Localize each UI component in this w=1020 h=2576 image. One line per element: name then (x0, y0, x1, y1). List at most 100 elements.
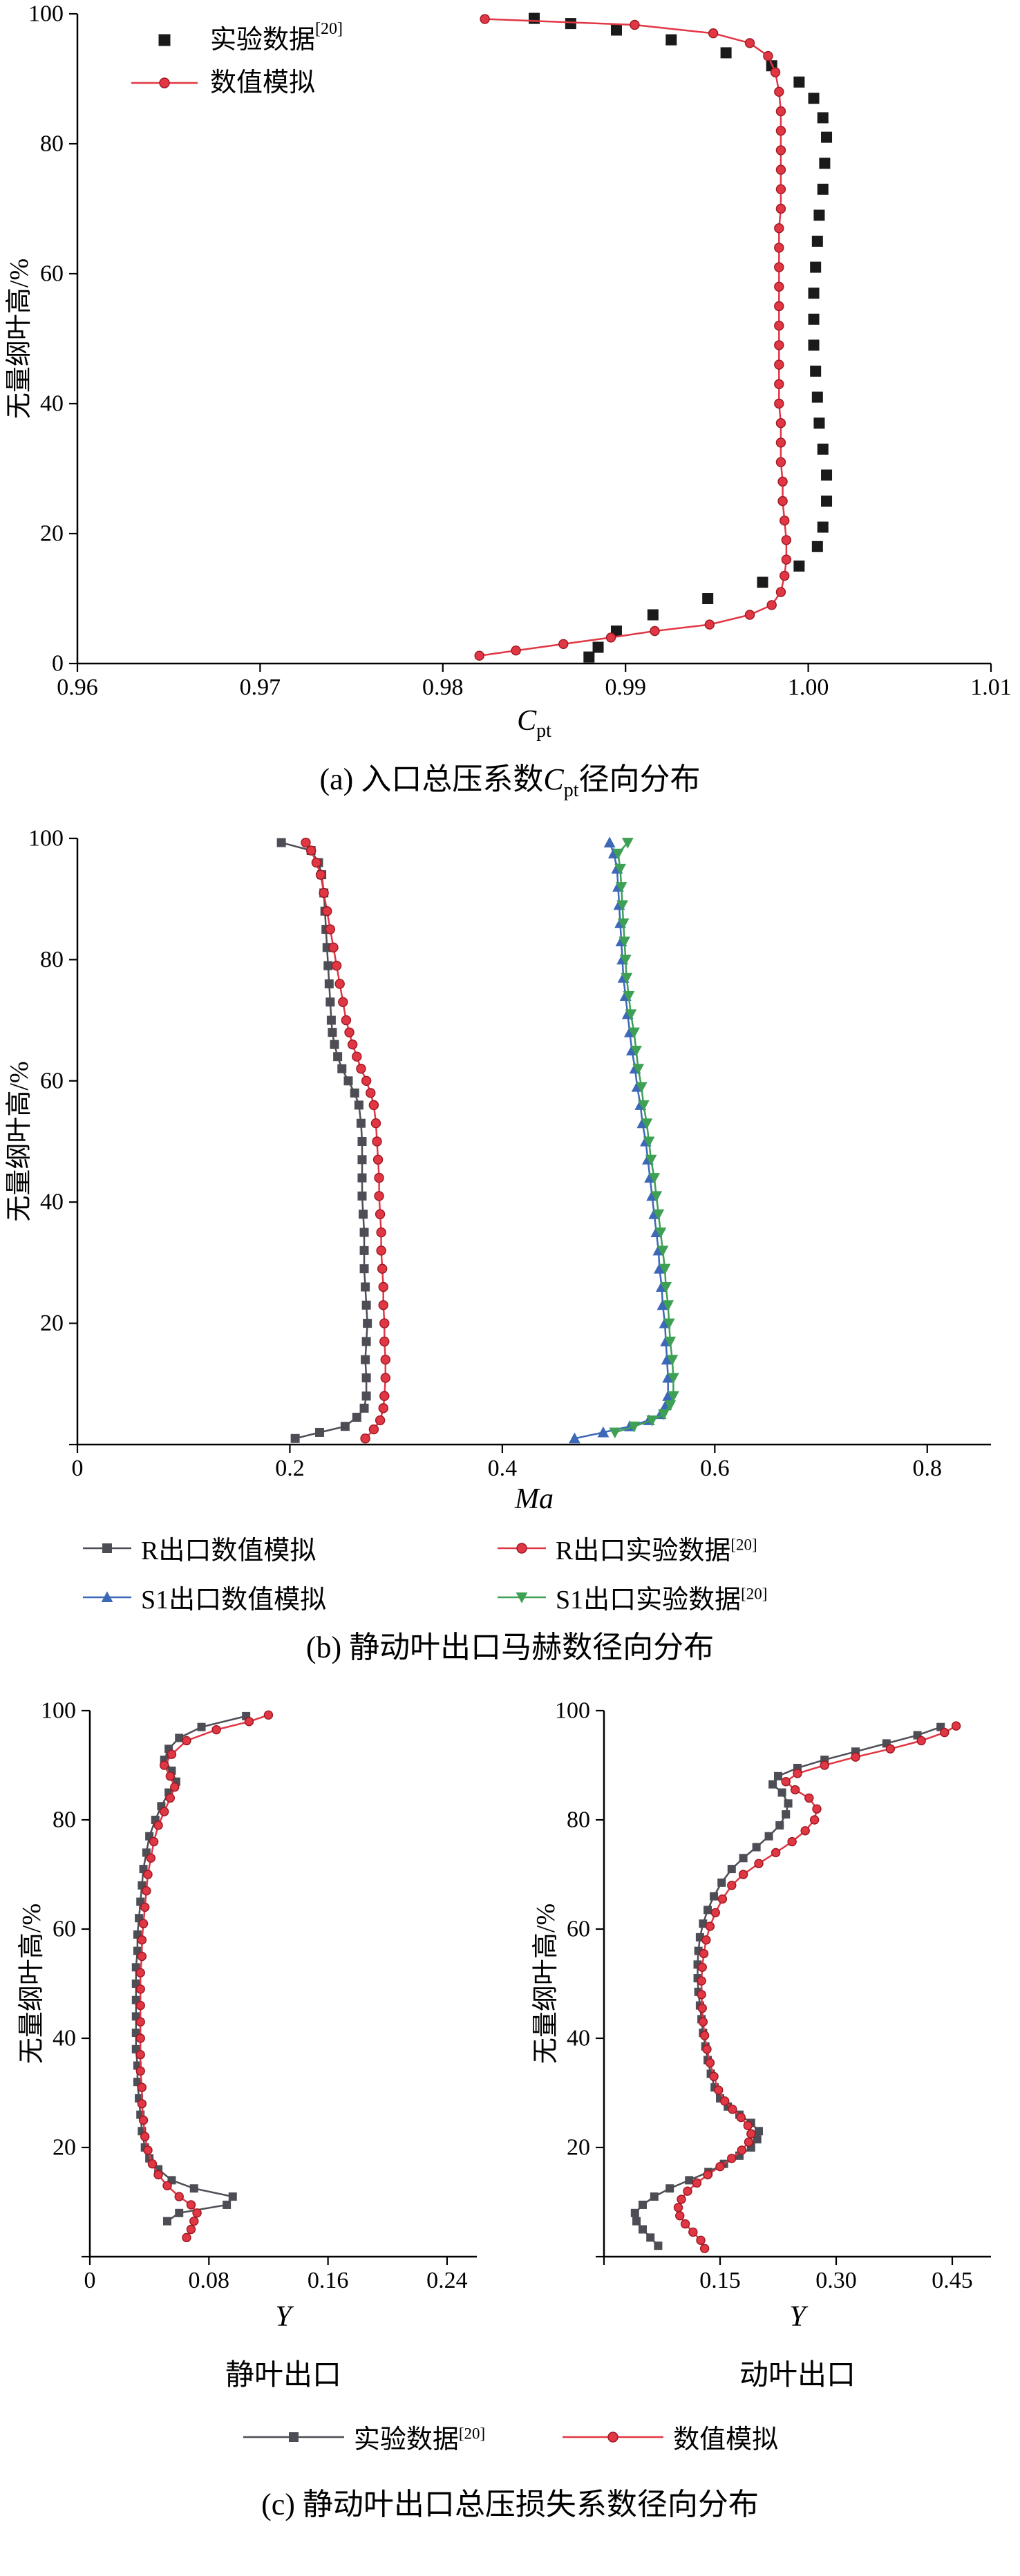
series-c_left-1 (135, 1710, 274, 2243)
y-tick-label: 60 (40, 261, 64, 287)
data-point-circle (182, 1736, 191, 1746)
series-b-1 (301, 837, 390, 1444)
data-point-triangle-down (663, 1318, 675, 1330)
data-point-square (717, 1878, 726, 1887)
data-point-circle (374, 1191, 384, 1201)
data-point-circle (356, 1064, 366, 1074)
series-c_right-1 (673, 1721, 961, 2253)
data-point-circle (153, 1821, 163, 1830)
data-point-triangle-up (661, 1353, 673, 1365)
data-point-triangle-down (615, 882, 627, 893)
square-legend-sample (243, 2432, 344, 2442)
data-point-square (810, 261, 822, 273)
data-point-square (163, 2217, 171, 2226)
data-point-circle (851, 1752, 860, 1762)
data-point-circle (766, 600, 777, 610)
data-point-square (175, 1733, 184, 1742)
data-point-circle (743, 2121, 753, 2131)
data-point-square (654, 2241, 663, 2250)
data-point-circle (708, 28, 719, 39)
data-point-triangle-down (617, 918, 630, 930)
data-point-circle (378, 1403, 388, 1413)
data-point-circle (703, 2170, 712, 2180)
y-tick-label: 40 (53, 2026, 76, 2051)
data-point-circle (328, 942, 339, 953)
legend-b-row-1: R出口数值模拟 R出口实验数据[20] (82, 1529, 938, 1567)
data-point-circle (793, 1769, 802, 1778)
data-point-square (639, 2200, 647, 2209)
data-point-circle (754, 1859, 764, 1868)
triangle-down-marker-icon (516, 1592, 528, 1604)
data-point-square (630, 2208, 639, 2217)
y-axis: 20 40 60 80 100 (28, 826, 77, 1446)
series-line (479, 18, 788, 657)
y-tick-label: 80 (567, 1807, 590, 1833)
series-line (574, 842, 669, 1440)
legend-c-row: 实验数据[20] 数值模拟 (242, 2418, 778, 2456)
data-point-circle (211, 1724, 221, 1735)
caption-a-symbol: C (543, 762, 564, 796)
series-line (139, 1714, 269, 2238)
data-point-square (813, 417, 825, 429)
y-tick-label: 20 (40, 1310, 64, 1336)
data-point-square (702, 593, 714, 604)
x-tick-label: 1.01 (970, 675, 1012, 700)
data-point-circle (697, 2003, 707, 2013)
data-point-circle (325, 924, 336, 934)
data-point-square (356, 1118, 366, 1128)
data-point-circle (680, 2219, 690, 2229)
data-point-circle (135, 2033, 145, 2043)
y-axis: 20 40 60 80 100 (41, 1698, 90, 2258)
data-point-circle (692, 2178, 702, 2188)
data-point-circle (480, 14, 490, 24)
data-point-triangle-down (628, 1027, 640, 1039)
data-point-circle (311, 857, 322, 868)
data-point-triangle-down (623, 991, 635, 1002)
data-point-square (324, 979, 334, 988)
data-point-circle (775, 184, 786, 194)
data-point-square (699, 1919, 708, 1928)
x-axis: 0 0.08 0.16 0.24 (84, 2257, 468, 2293)
x-tick-label: 0.16 (308, 2268, 349, 2293)
data-point-circle (605, 632, 616, 643)
data-point-circle (677, 2194, 686, 2204)
data-point-square (817, 443, 829, 455)
data-point-square (357, 1173, 367, 1183)
data-point-circle (368, 1100, 379, 1111)
y-axis: 20 40 60 80 100 (555, 1698, 604, 2258)
data-point-triangle-down (609, 1427, 621, 1439)
data-point-square (357, 1191, 367, 1201)
data-point-circle (140, 1902, 150, 1912)
y-tick-label: 0 (52, 651, 64, 677)
panel-label-rotor-outlet: 动叶出口 (739, 2360, 856, 2391)
data-point-circle (774, 321, 784, 331)
series-line (677, 1725, 957, 2249)
data-point-circle (380, 1355, 390, 1365)
data-point-circle (774, 340, 784, 350)
data-point-square (343, 1076, 353, 1086)
data-point-square (739, 1854, 748, 1863)
data-point-circle (334, 979, 345, 989)
data-point-circle (378, 1281, 388, 1292)
data-point-circle (135, 1968, 145, 1977)
data-point-circle (372, 1136, 382, 1147)
axes (76, 14, 991, 665)
data-point-square (330, 1040, 339, 1049)
data-point-circle (159, 1760, 169, 1770)
data-point-square (808, 93, 820, 104)
legend-entry-superscript: [20] (741, 1585, 768, 1603)
data-point-triangle-down (641, 1118, 653, 1129)
data-point-square (361, 1282, 370, 1292)
data-point-triangle-down (632, 1064, 645, 1075)
data-point-circle (361, 1075, 372, 1086)
data-point-square (197, 1722, 206, 1731)
data-point-circle (710, 1908, 720, 1917)
y-tick-label: 60 (567, 1917, 590, 1942)
y-tick-label: 60 (53, 1917, 76, 1942)
data-point-square (685, 2176, 694, 2185)
data-point-triangle-down (667, 1391, 679, 1402)
data-point-circle (331, 960, 342, 971)
y-axis: 0 20 40 60 80 100 (28, 1, 77, 677)
data-point-square (753, 2135, 762, 2144)
data-point-circle (699, 2031, 710, 2040)
